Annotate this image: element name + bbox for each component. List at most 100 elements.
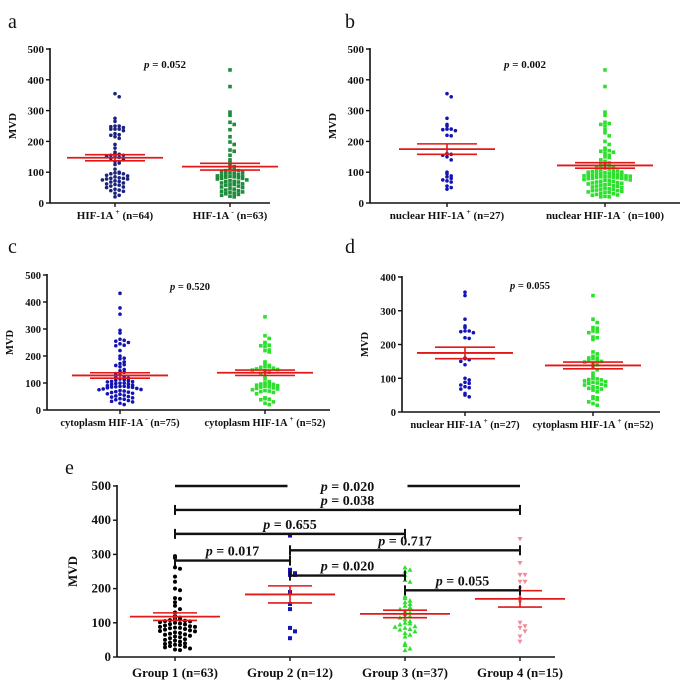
comparison-p-value: p = 0.655 bbox=[262, 518, 316, 533]
data-point bbox=[109, 184, 113, 188]
data-point bbox=[517, 537, 523, 542]
data-point bbox=[109, 379, 114, 384]
data-point bbox=[228, 84, 232, 89]
data-point bbox=[109, 390, 114, 395]
data-point bbox=[587, 381, 591, 386]
data-point bbox=[219, 185, 224, 189]
data-point bbox=[109, 176, 113, 181]
data-point bbox=[603, 110, 607, 114]
panel-a: a 0 100 200 300 400 500 MVD p = 0.052 HIF-1A + (n… bbox=[7, 11, 278, 222]
p-value: = 0.002 bbox=[509, 59, 546, 71]
data-point bbox=[407, 601, 413, 606]
data-point bbox=[263, 384, 267, 389]
data-point bbox=[125, 174, 130, 178]
data-point bbox=[628, 178, 632, 182]
data-point bbox=[445, 155, 449, 159]
data-point bbox=[101, 387, 105, 391]
data-point bbox=[611, 183, 616, 188]
data-point bbox=[228, 171, 232, 175]
data-point bbox=[178, 596, 182, 601]
data-point bbox=[130, 379, 135, 384]
data-point bbox=[445, 124, 449, 128]
y-tick-label: 100 bbox=[25, 379, 41, 390]
data-point bbox=[117, 124, 121, 128]
data-point bbox=[104, 173, 109, 178]
panel-c: c 0 100 200 300 400 500 MVD p = 0.520 cytoplasm H… bbox=[5, 236, 330, 429]
data-point bbox=[228, 68, 232, 72]
data-point bbox=[232, 175, 236, 179]
data-point bbox=[607, 175, 611, 179]
data-point bbox=[126, 394, 131, 399]
x-tick-label: Group 3 (n=37) bbox=[362, 665, 448, 680]
comparison-p-value: p = 0.717 bbox=[377, 534, 431, 549]
data-point bbox=[402, 625, 408, 630]
data-point bbox=[163, 623, 167, 628]
data-point bbox=[603, 190, 607, 195]
data-point bbox=[463, 325, 467, 330]
label-tail: (n=64) bbox=[120, 210, 154, 222]
data-point bbox=[628, 174, 632, 179]
data-point bbox=[603, 159, 607, 164]
data-point bbox=[259, 365, 263, 370]
data-point bbox=[445, 91, 449, 96]
data-point bbox=[263, 388, 267, 393]
y-tick-label: 300 bbox=[380, 307, 396, 318]
p-italic: p bbox=[320, 480, 328, 495]
data-point bbox=[113, 171, 117, 175]
data-point bbox=[407, 620, 413, 626]
data-point bbox=[224, 179, 228, 184]
label-base: cytoplasm HIF-1A bbox=[532, 420, 616, 431]
data-point bbox=[603, 174, 607, 179]
data-point bbox=[117, 132, 121, 137]
data-point bbox=[463, 380, 467, 385]
data-point bbox=[620, 189, 624, 194]
data-point bbox=[595, 329, 599, 334]
y-tick-label: 100 bbox=[92, 615, 112, 630]
y-axis-label: MVD bbox=[7, 113, 19, 139]
data-point bbox=[445, 116, 449, 121]
data-point bbox=[615, 184, 620, 189]
data-point bbox=[263, 365, 267, 369]
data-point bbox=[259, 385, 263, 389]
p-italic: p bbox=[320, 494, 328, 509]
data-point bbox=[594, 172, 599, 176]
data-point bbox=[459, 329, 463, 334]
data-point bbox=[173, 634, 177, 639]
data-point bbox=[228, 158, 232, 162]
data-point bbox=[117, 171, 121, 175]
data-point bbox=[603, 151, 607, 156]
data-point bbox=[163, 637, 167, 642]
data-point bbox=[591, 376, 595, 381]
data-point bbox=[121, 125, 126, 130]
data-point bbox=[240, 176, 245, 181]
data-point bbox=[590, 181, 595, 185]
data-point bbox=[599, 122, 603, 127]
data-point bbox=[259, 382, 263, 386]
data-point bbox=[122, 343, 126, 348]
data-point bbox=[263, 348, 267, 353]
data-point bbox=[288, 533, 292, 538]
data-point bbox=[232, 191, 236, 195]
data-point bbox=[603, 124, 607, 128]
x-tick-label: cytoplasm HIF-1A + (n=52) bbox=[532, 416, 654, 431]
data-point bbox=[607, 195, 611, 199]
data-point bbox=[228, 140, 232, 144]
data-point bbox=[240, 185, 245, 190]
data-point bbox=[407, 618, 413, 624]
data-point bbox=[594, 180, 599, 184]
data-point bbox=[603, 182, 607, 187]
data-point bbox=[402, 633, 408, 639]
data-point bbox=[263, 333, 267, 338]
data-point bbox=[163, 645, 167, 650]
data-point bbox=[232, 182, 236, 187]
data-point bbox=[118, 312, 122, 316]
data-point bbox=[117, 188, 121, 192]
data-point bbox=[109, 399, 114, 404]
data-point bbox=[517, 639, 523, 645]
p-value: = 0.055 bbox=[515, 281, 550, 292]
data-point bbox=[591, 335, 595, 339]
data-point bbox=[109, 124, 113, 129]
data-point bbox=[412, 623, 418, 629]
data-point bbox=[603, 383, 608, 388]
data-point bbox=[236, 172, 241, 177]
